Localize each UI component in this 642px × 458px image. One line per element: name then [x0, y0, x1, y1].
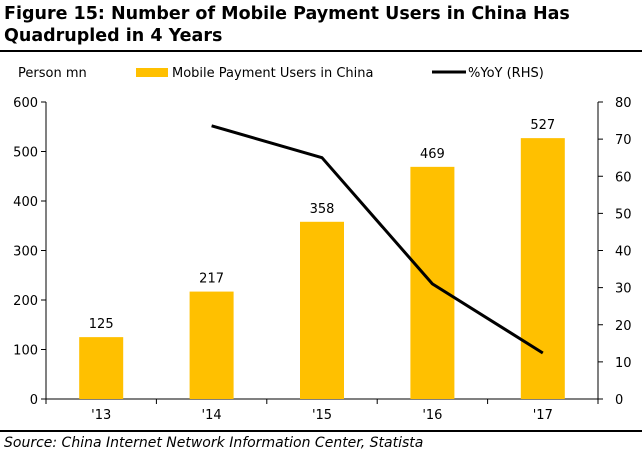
source-note: Source: China Internet Network Informati… [4, 435, 424, 451]
bar [189, 291, 234, 399]
x-tick-label: '13 [91, 408, 111, 423]
y-left-tick-label: 200 [13, 294, 38, 309]
y-left-tick-label: 100 [13, 344, 38, 359]
bar [79, 337, 124, 399]
data-labels: 125 217 358 469 527 [89, 118, 555, 332]
y-right-tick-label: 20 [615, 319, 632, 334]
x-tick-label: '15 [312, 408, 332, 423]
y-left-tick-label: 600 [13, 96, 38, 111]
y-right-tick-label: 50 [615, 207, 632, 222]
y-left-tick-label: 0 [30, 393, 38, 408]
source-divider [0, 430, 642, 432]
legend-swatch-bar [136, 68, 168, 77]
bar-data-label: 358 [310, 202, 335, 217]
bar-series [79, 138, 565, 399]
bar-data-label: 125 [89, 317, 114, 332]
bar-data-label: 217 [199, 272, 224, 287]
title-divider [0, 50, 642, 52]
bar [300, 221, 344, 399]
legend-label-bar: Mobile Payment Users in China [172, 66, 373, 81]
y-right-tick-label: 30 [615, 282, 632, 297]
y-left-axis-label: Person mn [18, 66, 87, 81]
x-tick-label: '17 [533, 408, 553, 423]
chart-title: Figure 15: Number of Mobile Payment User… [4, 4, 570, 46]
bar-data-label: 527 [530, 118, 555, 133]
bar-data-label: 469 [420, 147, 445, 162]
x-tick-label: '16 [422, 408, 442, 423]
chart: 0 100 200 300 400 500 600 0 10 20 30 40 50 60 70 80 '13 '… [13, 66, 631, 423]
y-right-tick-label: 80 [615, 96, 632, 111]
y-right-tick-label: 0 [615, 393, 623, 408]
y-right-tick-label: 60 [615, 170, 632, 185]
line-series [211, 124, 544, 355]
yoy-line [211, 124, 544, 355]
legend: Mobile Payment Users in China %YoY (RHS) [136, 66, 544, 81]
chart-axes: 0 100 200 300 400 500 600 0 10 20 30 40 50 60 70 80 '13 '… [13, 96, 631, 423]
y-right-tick-label: 10 [615, 356, 632, 371]
x-tick-label: '14 [202, 408, 222, 423]
y-left-tick-label: 500 [13, 146, 38, 161]
y-right-tick-label: 70 [615, 133, 632, 148]
y-right-tick-label: 40 [615, 245, 632, 260]
y-left-tick-label: 400 [13, 195, 38, 210]
bar [520, 138, 565, 399]
y-left-tick-label: 300 [13, 245, 38, 260]
legend-label-line: %YoY (RHS) [468, 66, 544, 81]
